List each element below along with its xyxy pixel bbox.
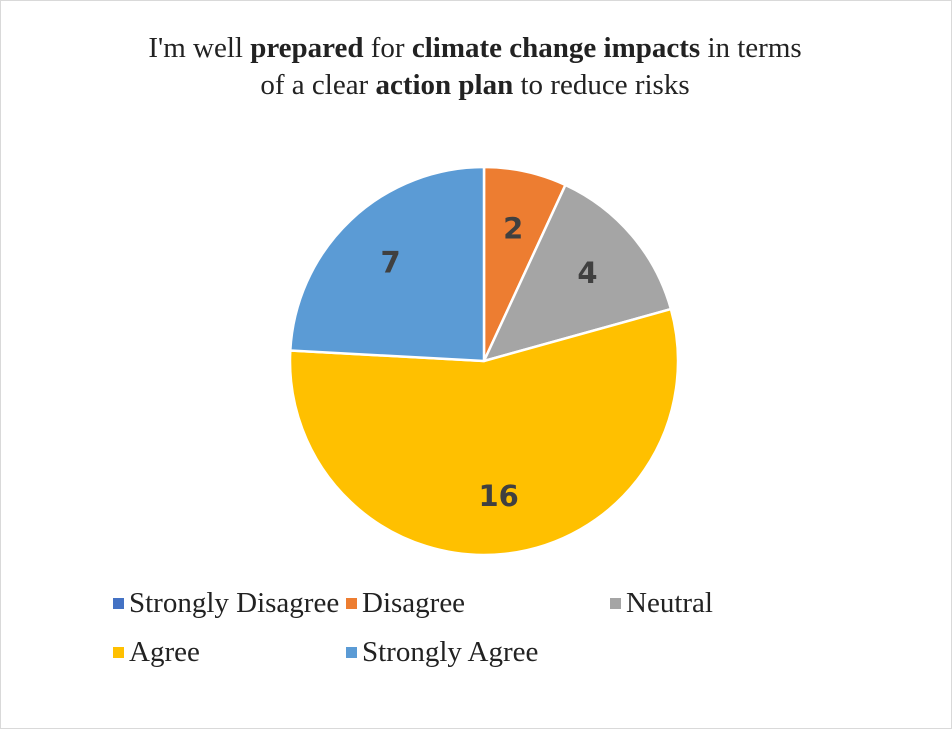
title-run: of a clear (260, 69, 376, 101)
data-label-neutral: 4 (577, 256, 597, 290)
title-run: I'm well (148, 32, 251, 64)
pie-slice-strongly-agree (289, 165, 486, 363)
title-run: for (363, 32, 412, 64)
title-run: to reduce risks (513, 69, 690, 101)
title-run: climate change impacts (411, 32, 701, 64)
data-label-agree: 16 (479, 479, 519, 513)
data-label-disagree: 2 (503, 211, 523, 245)
pie-slice-neutral (482, 183, 673, 363)
title-run: prepared (250, 32, 364, 64)
data-label-strongly-agree: 7 (381, 245, 401, 279)
title-run: in terms (700, 32, 802, 64)
pie-slice-agree (288, 307, 680, 557)
chart-title: I'm well prepared for climate change imp… (0, 30, 950, 104)
title-run: action plan (375, 69, 514, 101)
